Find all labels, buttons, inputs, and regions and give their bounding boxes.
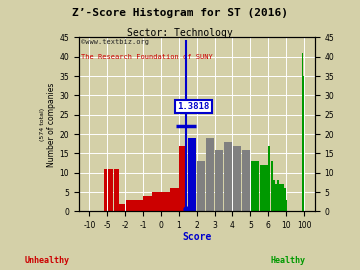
Bar [282,184,284,211]
Bar [242,150,250,211]
Bar [188,138,197,211]
Text: ©www.textbiz.org: ©www.textbiz.org [81,39,149,45]
Bar [224,142,232,211]
Text: Sector: Technology: Sector: Technology [127,28,233,38]
Text: The Research Foundation of SUNY: The Research Foundation of SUNY [81,54,213,60]
Bar [233,146,241,211]
Bar [268,146,270,211]
Bar [277,180,279,211]
Bar [143,196,152,211]
Text: (574 total): (574 total) [40,108,45,141]
Bar [279,184,282,211]
Text: Healthy: Healthy [270,256,306,265]
Bar [113,169,119,211]
Text: Z’-Score Histogram for ST (2016): Z’-Score Histogram for ST (2016) [72,8,288,18]
Bar [104,169,107,211]
Bar [251,161,259,211]
Bar [108,169,113,211]
Bar [161,192,170,211]
Bar [275,184,277,211]
Bar [170,188,179,211]
Y-axis label: Number of companies: Number of companies [48,82,57,167]
Bar [152,192,161,211]
Bar [120,204,122,211]
Bar [284,188,286,211]
Bar [126,200,134,211]
Bar [206,138,214,211]
Bar [260,165,268,211]
Bar [179,146,188,211]
Bar [271,161,273,211]
X-axis label: Score: Score [182,231,211,241]
Text: 1.3818: 1.3818 [177,102,210,111]
Bar [197,161,205,211]
Bar [215,150,223,211]
Bar [135,200,143,211]
Bar [273,180,275,211]
Bar [302,53,303,211]
Text: Unhealthy: Unhealthy [24,256,69,265]
Bar [122,204,125,211]
Bar [303,76,304,211]
